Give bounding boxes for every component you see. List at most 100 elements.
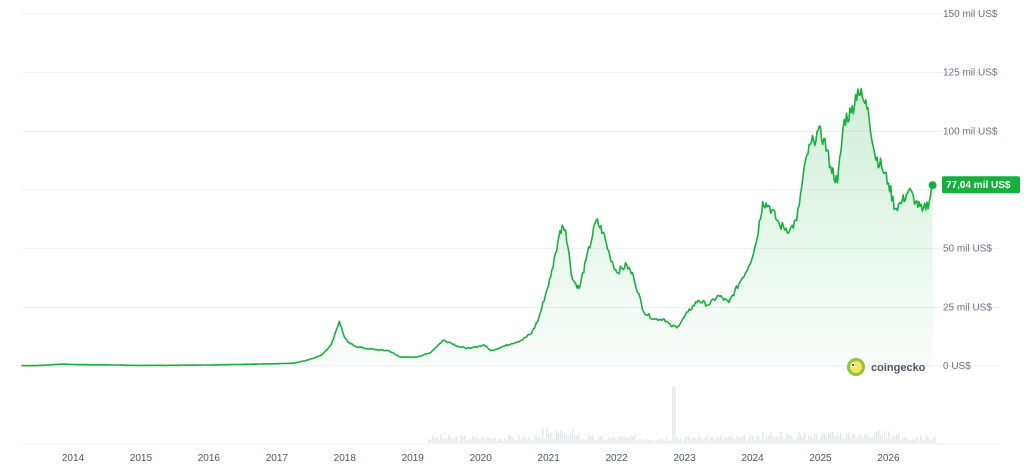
- volume-bar: [870, 438, 872, 443]
- volume-bar: [922, 440, 924, 443]
- volume-bar: [842, 439, 844, 443]
- volume-bar: [668, 440, 670, 443]
- volume-bar: [704, 438, 706, 443]
- volume-bar: [434, 438, 436, 443]
- volume-bar: [748, 437, 750, 443]
- volume-bar: [494, 437, 496, 443]
- volume-bar: [436, 437, 438, 443]
- volume-bar: [764, 439, 766, 443]
- volume-bar: [596, 439, 598, 443]
- volume-bar: [752, 435, 754, 443]
- volume-bar: [576, 435, 578, 443]
- volume-bar: [708, 440, 710, 443]
- volume-bar: [822, 432, 824, 443]
- volume-bar: [742, 435, 744, 443]
- volume-bar: [930, 440, 932, 443]
- volume-bar: [580, 439, 582, 443]
- volume-bar: [830, 432, 832, 443]
- volume-bar: [454, 437, 456, 443]
- y-tick-label: 25 mil US$: [943, 302, 992, 313]
- volume-bar: [776, 436, 778, 443]
- volume-bar: [866, 434, 868, 443]
- volume-bar: [756, 435, 758, 443]
- volume-bar: [736, 436, 738, 443]
- volume-bar: [770, 432, 772, 443]
- volume-bar: [604, 440, 606, 443]
- volume-bar: [508, 435, 510, 443]
- volume-bar: [806, 439, 808, 443]
- volume-bar: [790, 435, 792, 443]
- volume-bar: [672, 387, 674, 443]
- volume-bar: [700, 438, 702, 443]
- volume-bar: [496, 440, 498, 443]
- volume-bar: [888, 431, 890, 443]
- volume-bar: [912, 439, 914, 443]
- volume-bar: [556, 430, 558, 443]
- volume-bar: [868, 436, 870, 443]
- volume-bar: [834, 436, 836, 443]
- volume-bar: [916, 437, 918, 443]
- volume-bar: [738, 437, 740, 443]
- volume-bar: [898, 434, 900, 443]
- volume-bar: [562, 433, 564, 443]
- volume-bars: [428, 387, 936, 443]
- volume-bar: [444, 438, 446, 443]
- volume-bar: [808, 435, 810, 443]
- volume-bar: [794, 440, 796, 443]
- volume-bar: [622, 436, 624, 443]
- volume-bar: [678, 439, 680, 443]
- volume-bar: [618, 436, 620, 443]
- volume-bar: [640, 438, 642, 443]
- volume-bar: [528, 436, 530, 443]
- volume-bar: [684, 437, 686, 443]
- volume-bar: [712, 437, 714, 443]
- x-axis-ticks: 2014 2015 2016 2017 2018 2019 2020 2021 2022 2023…: [62, 453, 900, 464]
- volume-bar: [788, 435, 790, 443]
- volume-bar: [920, 435, 922, 443]
- current-price-badge-bg: [942, 176, 1020, 194]
- volume-bar: [504, 438, 506, 443]
- x-tick-label: 2026: [877, 453, 900, 464]
- volume-bar: [666, 437, 668, 443]
- volume-bar: [484, 440, 486, 443]
- volume-bar: [786, 433, 788, 443]
- current-price-label: 77,04 mil US$: [946, 180, 1011, 191]
- volume-bar: [818, 439, 820, 443]
- volume-bar: [650, 439, 652, 443]
- volume-bar: [572, 429, 574, 443]
- y-tick-label: 150 mil US$: [943, 9, 998, 20]
- volume-bar: [820, 436, 822, 443]
- volume-bar: [656, 440, 658, 443]
- volume-bar: [778, 436, 780, 443]
- y-tick-label: 0 US$: [943, 361, 971, 372]
- volume-bar: [832, 432, 834, 443]
- volume-bar: [560, 430, 562, 443]
- volume-bar: [768, 436, 770, 443]
- volume-bar: [762, 432, 764, 443]
- volume-bar: [468, 439, 470, 443]
- volume-bar: [512, 437, 514, 443]
- volume-bar: [490, 437, 492, 443]
- volume-bar: [624, 436, 626, 443]
- volume-bar: [804, 432, 806, 443]
- volume-bar: [852, 433, 854, 443]
- volume-bar: [430, 439, 432, 443]
- volume-bar: [758, 436, 760, 443]
- volume-bar: [628, 437, 630, 443]
- volume-bar: [890, 439, 892, 443]
- volume-bar: [606, 439, 608, 443]
- volume-bar: [588, 435, 590, 443]
- volume-bar: [892, 436, 894, 443]
- volume-bar: [932, 438, 934, 443]
- volume-bar: [826, 436, 828, 443]
- volume-bar: [860, 434, 862, 443]
- volume-bar: [692, 438, 694, 443]
- volume-bar: [660, 438, 662, 443]
- volume-bar: [732, 437, 734, 443]
- volume-bar: [566, 434, 568, 443]
- volume-bar: [482, 436, 484, 443]
- volume-bar: [524, 437, 526, 443]
- price-area: [22, 88, 933, 366]
- volume-bar: [696, 440, 698, 443]
- volume-bar: [728, 436, 730, 443]
